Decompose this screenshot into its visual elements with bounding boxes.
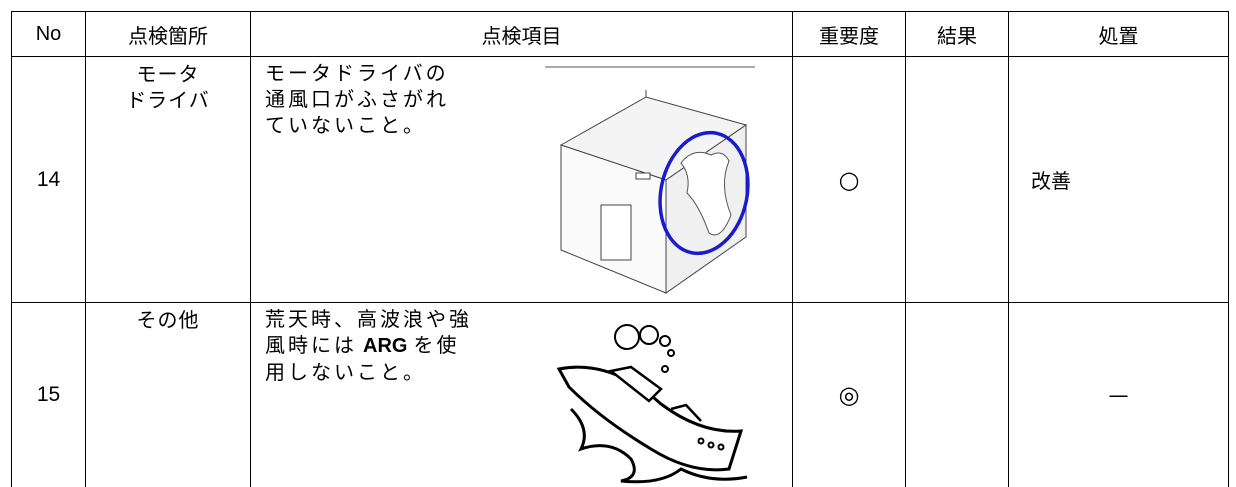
- item-cell: モータドライバの 通風口がふさがれ ていないこと。: [250, 56, 793, 303]
- importance-cell: ◎: [792, 302, 906, 487]
- no-cell: 14: [11, 56, 86, 303]
- row: 15 その他 荒天時、高波浪や強 風時には ARG を使用しないこと。 ◎ —: [11, 302, 1229, 487]
- header-cell: 処置: [1008, 11, 1229, 57]
- header-cell: No: [11, 11, 86, 57]
- item-cell: 荒天時、高波浪や強 風時には ARG を使用しないこと。: [250, 302, 793, 487]
- row: 14 モータ ドライバ モータドライバの 通風口がふさがれ ていないこと。 ○ 改善: [11, 56, 1229, 303]
- header-cell: 重要度: [792, 11, 906, 57]
- line: 荒天時、高波浪や強: [265, 307, 472, 331]
- line: 通風口がふさがれ: [265, 87, 449, 111]
- action-cell: —: [1008, 302, 1229, 487]
- line: ドライバ: [126, 88, 210, 112]
- header-row: No 点検箇所 点検項目 重要度 結果 処置: [11, 11, 1229, 57]
- ship-illustration: [556, 324, 748, 484]
- header-cell: 結果: [905, 11, 1009, 57]
- location-cell: その他: [85, 302, 251, 487]
- item-text: 荒天時、高波浪や強 風時には ARG を使用しないこと。: [265, 306, 472, 385]
- line: モータドライバの: [265, 61, 449, 85]
- item-text: モータドライバの 通風口がふさがれ ていないこと。: [265, 60, 449, 138]
- action-cell: 改善: [1008, 56, 1229, 303]
- location-cell: モータ ドライバ: [85, 56, 251, 303]
- header-cell: 点検箇所: [85, 11, 251, 57]
- inspection-table: No 点検箇所 点検項目 重要度 結果 処置 14 モータ ドライバ モータドライ…: [11, 11, 1229, 487]
- text: を使: [413, 333, 460, 357]
- result-cell: [905, 302, 1009, 487]
- text: 風時には: [265, 333, 357, 357]
- result-cell: [905, 56, 1009, 303]
- line: その他: [136, 308, 200, 332]
- header-cell: 点検項目: [250, 11, 793, 57]
- line: ていないこと。: [265, 113, 426, 137]
- line: 用しないこと。: [265, 360, 426, 384]
- driver-illustration: [545, 66, 755, 294]
- importance-cell: ○: [792, 56, 906, 303]
- no-cell: 15: [11, 302, 86, 487]
- line: 風時には ARG を使: [265, 332, 472, 359]
- bold-text: ARG: [363, 335, 408, 357]
- line: モータ: [136, 62, 200, 86]
